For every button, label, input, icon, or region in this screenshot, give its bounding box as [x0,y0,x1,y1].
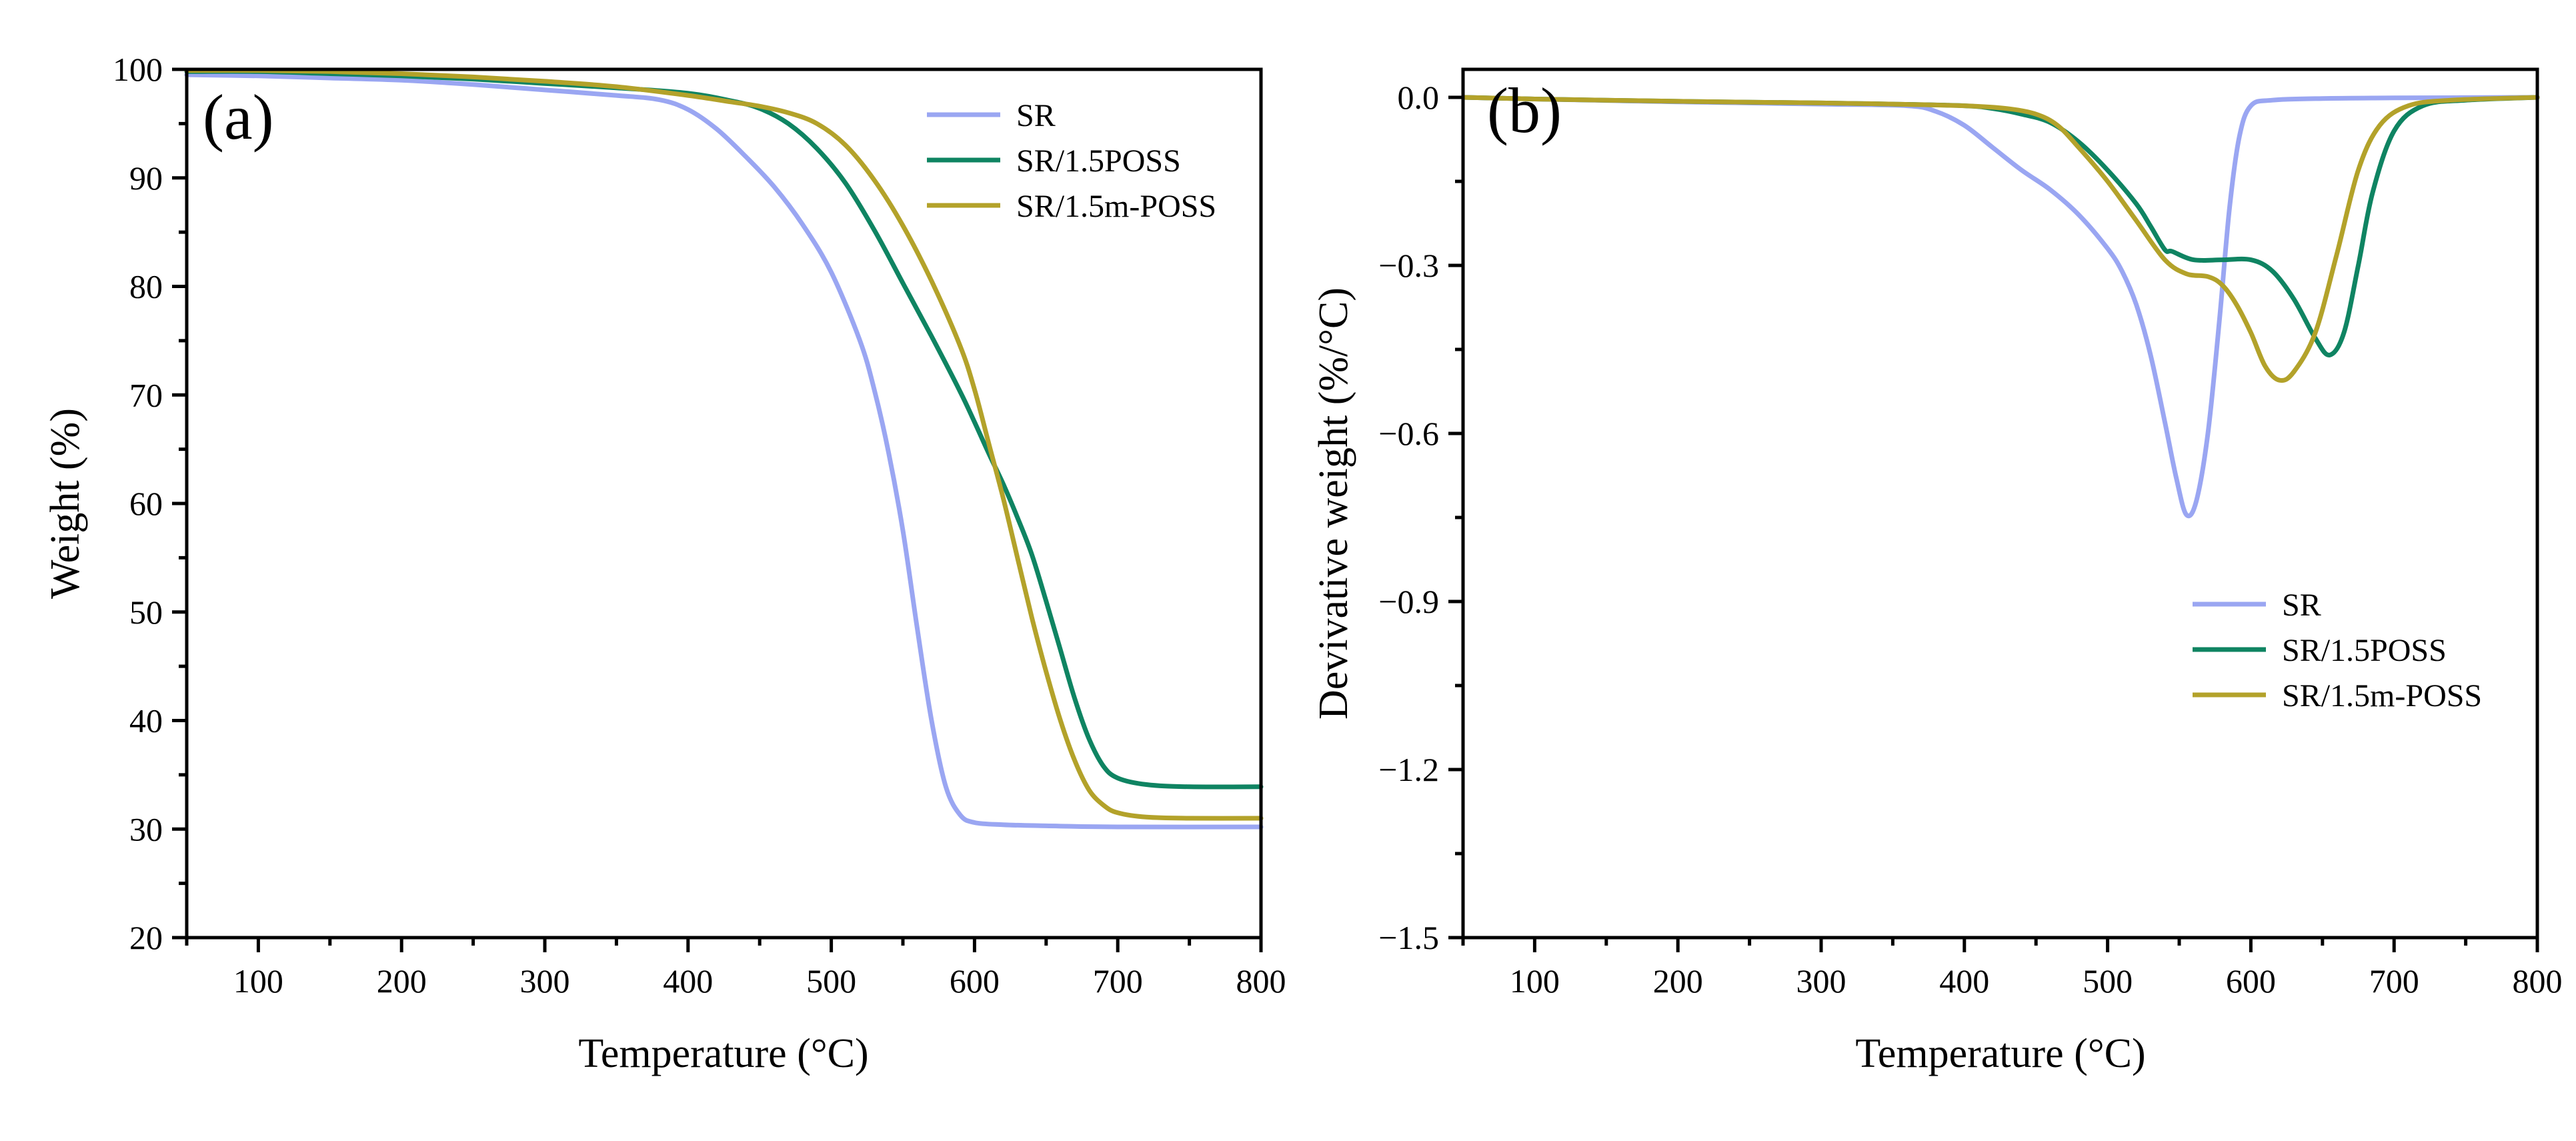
panel-b-legend-label-1: SR [2282,588,2321,623]
panel-b-y-tick-label: 0.0 [1398,79,1440,116]
panel-b-series-line-3 [1460,95,2540,383]
panel-b-y-axis-title: Devivative weight (%/°C) [1311,287,1356,720]
panel-b-x-ticks: 100 200 300 400 500 600 700 800 [1461,938,2563,1000]
panel-b-x-tick-label: 300 [1796,962,1846,1000]
panel-b-y-ticks: 0.0 −0.3 −0.6 −0.9 −1.2 −1.5 [1378,79,1463,956]
panel-a-y-tick-label: 20 [129,919,163,956]
panel-a-x-tick-label: 500 [806,962,856,1000]
panel-a-y-tick-label: 40 [129,702,163,740]
panel-a-y-tick-label: 90 [129,159,163,197]
panel-b-series-line-2 [1460,95,2540,357]
panel-a-x-tick-label: 300 [520,962,570,1000]
panel-a-label: (a) [203,81,274,153]
panel-a-x-axis-title: Temperature (°C) [578,1031,868,1076]
panel-b-legend-label-3: SR/1.5m-POSS [2282,678,2482,714]
panel-b: 100 200 300 400 500 600 700 800 0.0 −0.3 −0.6 −0.9… [1311,67,2563,1076]
panel-a-legend-label-3: SR/1.5m-POSS [1016,189,1216,224]
panel-b-x-tick-label: 500 [2083,962,2133,1000]
panel-a-y-ticks: 20 30 40 50 60 70 80 90 100 [113,51,187,956]
panel-a-x-tick-label: 100 [233,962,283,1000]
panel-b-x-axis-title: Temperature (°C) [1855,1031,2145,1076]
panel-b-legend-label-2: SR/1.5POSS [2282,633,2447,668]
panel-a-y-tick-label: 50 [129,594,163,631]
panel-b-y-tick-label: −1.5 [1378,919,1439,956]
panel-a-y-tick-label: 80 [129,268,163,305]
panel-a-x-tick-label: 800 [1236,962,1286,1000]
panel-a-y-tick-label: 100 [113,51,163,88]
panel-a-series-line-3 [184,68,1264,821]
panel-a-y-tick-label: 60 [129,485,163,522]
panel-a-x-tick-label: 700 [1093,962,1143,1000]
panel-b-x-tick-label: 700 [2369,962,2419,1000]
panel-a-y-axis-title: Weight (%) [43,408,88,599]
panel-b-y-tick-label: −0.3 [1378,247,1439,284]
panel-b-series-line-1 [1460,95,2540,519]
panel-b-x-tick-label: 800 [2513,962,2563,1000]
panel-b-x-tick-label: 600 [2226,962,2276,1000]
panel-a-x-tick-label: 200 [377,962,427,1000]
panel-b-y-tick-label: −0.6 [1378,415,1439,452]
panel-b-legend: SR SR/1.5POSS SR/1.5m-POSS [2193,588,2482,714]
panel-b-y-tick-label: −1.2 [1378,751,1439,788]
panel-b-curves [1460,95,2540,519]
panel-a-y-tick-label: 70 [129,376,163,413]
panel-a-series-line-1 [184,72,1264,830]
panel-b-x-tick-label: 400 [1939,962,1989,1000]
panel-b-x-tick-label: 200 [1653,962,1703,1000]
panel-b-label: (b) [1487,75,1562,146]
panel-a: 100 200 300 400 500 600 700 800 20 30 40 50 60 70 80 9… [43,51,1286,1076]
panel-a-x-ticks: 100 200 300 400 500 600 700 800 [185,938,1286,1000]
panel-a-y-tick-label: 30 [129,810,163,848]
panel-a-legend-label-1: SR [1016,98,1056,133]
panel-b-x-tick-label: 100 [1510,962,1560,1000]
panel-a-x-tick-label: 600 [950,962,1000,1000]
panel-b-plot-frame [1461,67,2539,940]
panel-a-x-tick-label: 400 [663,962,713,1000]
panel-a-legend-label-2: SR/1.5POSS [1016,143,1181,179]
panel-a-legend: SR SR/1.5POSS SR/1.5m-POSS [927,98,1216,224]
panel-a-curves [184,68,1264,830]
panel-b-y-tick-label: −0.9 [1378,583,1439,620]
